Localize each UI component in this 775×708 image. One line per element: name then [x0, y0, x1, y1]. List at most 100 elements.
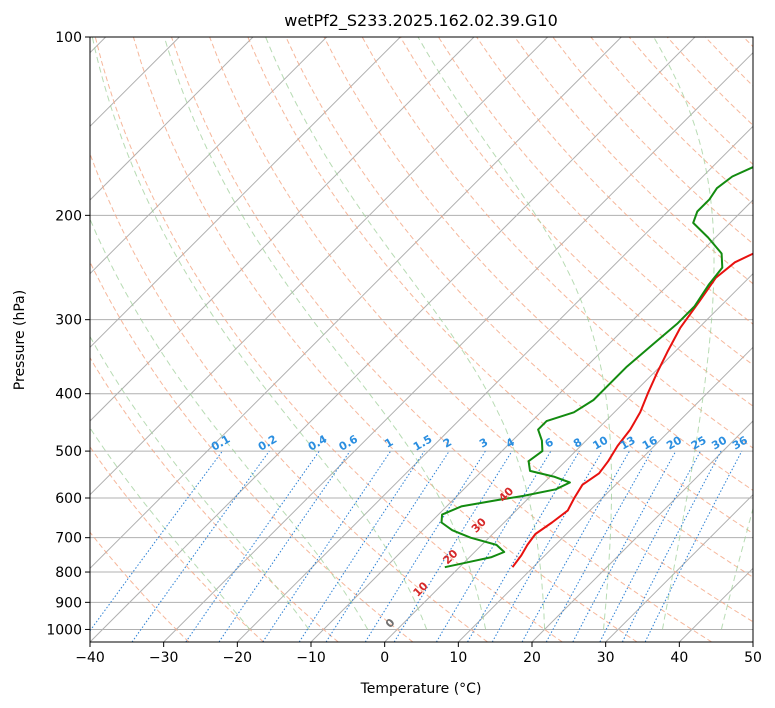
- isotherm-line: [90, 37, 696, 642]
- moist-adiabat: [417, 37, 612, 630]
- dry-adiabat: [90, 356, 339, 642]
- x-tick-label: −10: [296, 650, 326, 666]
- dry-adiabats: [90, 37, 753, 642]
- isotherm-line: [678, 567, 753, 642]
- mixing-ratio-label: 3: [477, 436, 490, 451]
- y-tick-label: 600: [55, 491, 82, 507]
- dry-adiabat-label: 0: [383, 616, 398, 631]
- plot-area: 0.10.20.40.611.52346810131620253036-100-…: [90, 37, 753, 642]
- y-tick-label: 800: [55, 565, 82, 581]
- data-series: [440, 166, 753, 569]
- mixing-ratio-label: 25: [689, 434, 709, 453]
- mixing-ratio-line: [218, 450, 351, 642]
- mixing-ratio-line: [298, 450, 425, 642]
- mixing-ratio-line: [644, 450, 743, 642]
- y-tick-label: 700: [55, 531, 82, 547]
- isotherm-line: [90, 37, 328, 275]
- dry-adiabat: [361, 37, 753, 449]
- isotherm-line: [310, 199, 753, 642]
- dry-adiabat: [247, 37, 753, 578]
- mixing-ratio-label: 0.4: [306, 432, 330, 453]
- isotherm-line: [90, 37, 549, 496]
- dry-adiabat: [743, 37, 753, 48]
- x-tick-label: 10: [449, 650, 467, 666]
- mixing-ratio-label: 13: [618, 434, 638, 453]
- mixing-ratio-label: 36: [730, 433, 750, 452]
- dry-adiabat: [285, 37, 753, 535]
- y-tick-label: 500: [55, 444, 82, 460]
- temperature-line: [511, 252, 753, 568]
- mixing-ratio-label: 0.2: [256, 433, 279, 454]
- moist-adiabat: [653, 37, 715, 630]
- moist-adiabat: [90, 217, 369, 630]
- mixing-ratio-label: 1: [382, 436, 395, 451]
- dry-adiabat: [132, 37, 638, 642]
- isotherm-line: [90, 37, 401, 349]
- plot-frame: [89, 36, 754, 643]
- isotherm-line: [236, 125, 753, 642]
- isotherm-line: [531, 420, 753, 642]
- y-axis-ticks: 100 200 300 400 500 600 700 800 900 1000: [46, 30, 90, 638]
- mixing-ratio-label: 1.5: [411, 433, 434, 454]
- mixing-ratio-line: [435, 450, 552, 642]
- x-tick-label: −20: [223, 650, 253, 666]
- y-tick-label: 900: [55, 595, 82, 611]
- dry-adiabat: [90, 260, 414, 642]
- dewpoint-line: [440, 166, 753, 569]
- x-tick-label: −40: [75, 650, 105, 666]
- dry-adiabat: [94, 37, 563, 642]
- mixing-ratio-label: 20: [664, 433, 684, 452]
- isotherm-line: [90, 37, 622, 570]
- mixing-ratio-line: [185, 450, 320, 642]
- dry-adiabat: [476, 37, 753, 325]
- y-tick-label: 1000: [46, 622, 82, 638]
- dry-adiabat: [171, 37, 712, 642]
- isotherm-line: [384, 272, 753, 642]
- x-tick-label: 40: [670, 650, 688, 666]
- dry-adiabat: [323, 37, 753, 491]
- moist-adiabat: [91, 37, 428, 630]
- mixing-ratio-label: 0.6: [337, 432, 361, 453]
- chart-title: wetPf2_S233.2025.162.02.39.G10: [284, 11, 558, 31]
- x-axis-ticks: −40 −30 −20 −10 0 10 20 30 40 50: [75, 642, 762, 666]
- mixing-ratio-label: 6: [543, 435, 556, 450]
- isotherm-line: [163, 51, 753, 642]
- mixing-ratio-line: [262, 450, 392, 642]
- mixing-ratio-label: 16: [640, 433, 660, 452]
- isotherm-line: [90, 37, 475, 422]
- isotherm-line: [605, 493, 753, 642]
- x-tick-label: 20: [523, 650, 541, 666]
- x-tick-label: 0: [380, 650, 389, 666]
- mixing-ratio-line: [131, 450, 270, 642]
- dry-adiabat: [90, 531, 190, 642]
- moist-adiabat: [265, 37, 546, 630]
- mixing-ratio-line: [325, 450, 450, 642]
- mixing-ratio-line: [599, 450, 701, 642]
- x-tick-label: −30: [149, 650, 179, 666]
- moist-adiabat: [720, 506, 753, 630]
- dry-adiabat: [437, 37, 753, 366]
- mixing-ratio-line: [545, 450, 653, 642]
- y-tick-label: 200: [55, 208, 82, 224]
- mixing-ratio-label: 10: [591, 433, 611, 452]
- mixing-ratio-line: [521, 450, 630, 642]
- mixing-ratio-line: [393, 450, 513, 642]
- mixing-ratio-line: [90, 450, 223, 632]
- dry-adiabat: [666, 37, 753, 126]
- y-tick-label: 300: [55, 313, 82, 329]
- dry-adiabat: [704, 37, 753, 87]
- moist-adiabat: [90, 427, 251, 630]
- y-tick-label: 100: [55, 30, 82, 46]
- mixing-ratio-line: [621, 450, 722, 642]
- mixing-ratio-line: [572, 450, 677, 642]
- x-tick-label: 50: [744, 650, 762, 666]
- moist-adiabats: [90, 37, 753, 630]
- mixing-ratio-label: 30: [709, 433, 729, 452]
- isotherm-line: [457, 346, 753, 642]
- mixing-ratio-label: 0.1: [209, 433, 232, 454]
- dry-adiabat: [590, 37, 753, 205]
- x-axis-label: Temperature (°C): [360, 681, 482, 697]
- mixing-ratio-lines: [90, 450, 743, 642]
- y-tick-label: 400: [55, 387, 82, 403]
